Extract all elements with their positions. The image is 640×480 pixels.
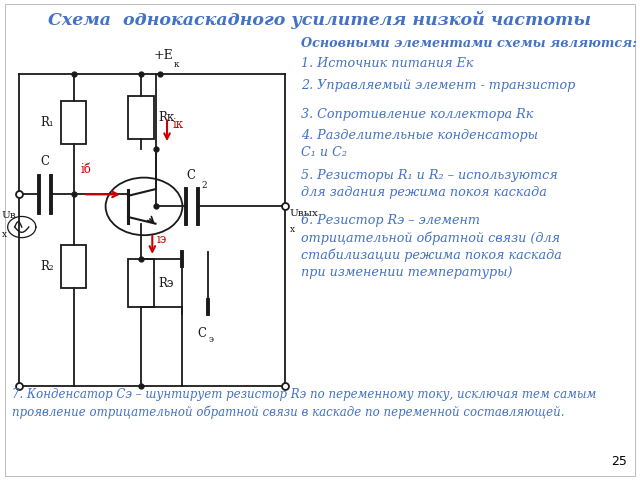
Text: Rк: Rк [159,111,175,124]
Text: при изменении температуры): при изменении температуры) [301,266,512,279]
Text: R₁: R₁ [41,116,54,129]
Text: 5. Резисторы R₁ и R₂ – используются: 5. Резисторы R₁ и R₂ – используются [301,169,557,182]
Text: 4. Разделительные конденсаторы: 4. Разделительные конденсаторы [301,129,538,142]
Bar [128,96,154,139]
Text: 7. Конденсатор Сэ – шунтирует резистор Rэ по переменному току, исключая тем самы: 7. Конденсатор Сэ – шунтирует резистор R… [12,388,596,401]
Text: +E: +E [154,49,173,62]
Text: стабилизации режима покоя каскада: стабилизации режима покоя каскада [301,249,562,262]
Text: Uв: Uв [2,211,17,220]
Text: 2: 2 [202,180,207,190]
Text: для задания режима покоя каскада: для задания режима покоя каскада [301,186,547,200]
Text: C: C [186,169,195,182]
Text: iб: iб [81,163,92,176]
Text: к: к [173,60,179,69]
Text: iк: iк [172,118,183,131]
Text: 2. Управляемый элемент - транзистор: 2. Управляемый элемент - транзистор [301,79,575,92]
Text: э: э [209,335,214,344]
Text: iэ: iэ [156,233,166,246]
Bar [61,101,86,144]
Text: х: х [290,225,295,234]
Text: отрицательной обратной связи (для: отрицательной обратной связи (для [301,231,560,245]
Text: C₁ и C₂: C₁ и C₂ [301,146,347,159]
Text: 25: 25 [612,455,627,468]
Text: Uвых: Uвых [290,209,319,218]
Text: проявление отрицательной обратной связи в каскаде по переменной составляющей.: проявление отрицательной обратной связи … [12,405,564,419]
Text: C: C [197,327,206,340]
Text: Схема  однокаскадного усилителя низкой частоты: Схема однокаскадного усилителя низкой ча… [49,11,591,29]
Text: Rэ: Rэ [159,276,174,290]
Text: C: C [40,155,49,168]
Text: R₂: R₂ [41,260,54,273]
Text: 1. Источник питания Ек: 1. Источник питания Ек [301,57,474,70]
Bar [128,259,154,307]
Text: 6. Резистор Rэ – элемент: 6. Резистор Rэ – элемент [301,214,480,228]
Bar [61,245,86,288]
Text: 3. Сопротивление коллектора Rк: 3. Сопротивление коллектора Rк [301,108,533,121]
Text: х: х [2,230,7,240]
Text: Основными элементами схемы являются:: Основными элементами схемы являются: [301,36,637,50]
